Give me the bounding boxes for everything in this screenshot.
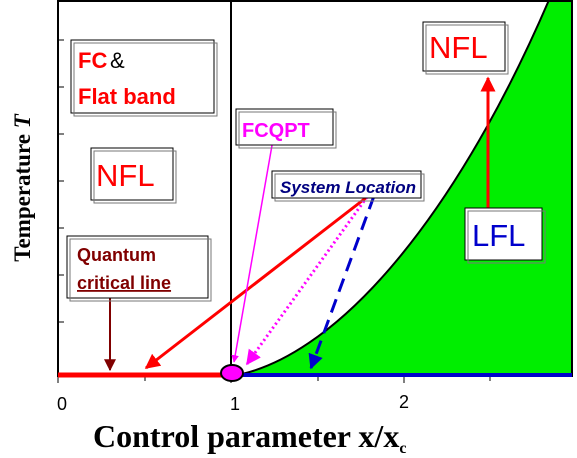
y-axis-ticks	[58, 39, 64, 323]
lfl-label: LFL	[472, 218, 525, 253]
system-location-arrow-to-line	[144, 195, 368, 370]
system-location-label: System Location	[280, 178, 416, 197]
nfl-left-box: NFL	[90, 147, 177, 204]
qcl-label-line1: Quantum	[77, 245, 156, 265]
x-axis-label: Control parameter x/xc	[93, 418, 406, 457]
quantum-critical-line-box: Quantum critical line	[66, 235, 212, 302]
fc-flat-band-box: FC & Flat band	[70, 39, 218, 117]
fcqpt-pointer-arrow	[231, 133, 275, 363]
flat-band-label: Flat band	[78, 84, 176, 109]
fcqpt-box: FCQPT	[235, 108, 337, 149]
system-location-arrow-to-fcqpt	[245, 196, 369, 366]
system-location-box: System Location	[271, 170, 425, 202]
x-tick-2: 2	[399, 392, 409, 412]
nfl-left-label: NFL	[96, 158, 155, 193]
fcqpt-point	[220, 364, 244, 382]
x-tick-0: 0	[57, 394, 67, 414]
x-tick-1: 1	[230, 394, 240, 414]
nfl-right-box: NFL	[422, 21, 509, 75]
lfl-box: LFL	[464, 207, 546, 264]
qcl-label-line2: critical line	[77, 273, 171, 293]
nfl-right-label: NFL	[429, 30, 488, 65]
phase-boundary-curve	[231, 0, 550, 377]
fcqpt-label: FCQPT	[242, 120, 310, 142]
y-axis-label: Temperature T	[10, 113, 35, 262]
fc-ampersand: &	[110, 48, 125, 73]
lfl-region	[232, 0, 572, 376]
fc-label: FC	[78, 48, 107, 73]
blue-dashed-arrow	[308, 195, 376, 370]
